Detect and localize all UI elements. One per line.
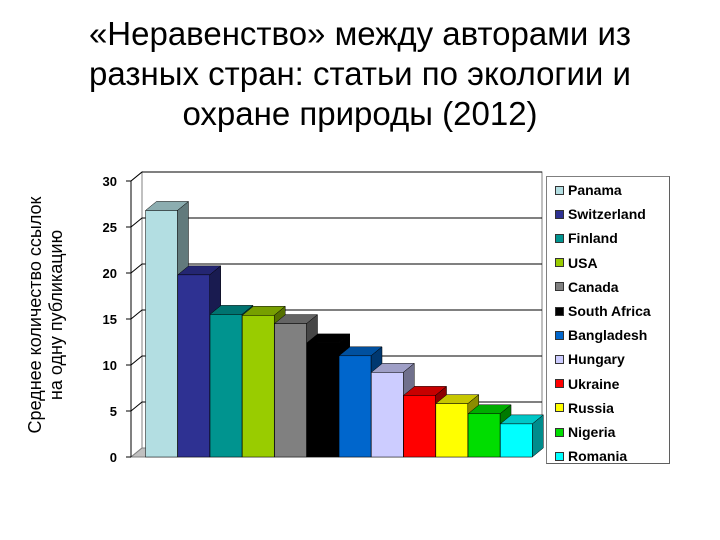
legend-label: USA <box>568 254 598 271</box>
legend-swatch <box>555 233 564 243</box>
legend-item: USA <box>555 253 598 273</box>
legend-item: Canada <box>555 277 619 297</box>
bar-front <box>177 274 210 458</box>
legend-item: Nigeria <box>555 422 615 442</box>
bar-front <box>242 315 275 458</box>
legend-swatch <box>555 209 564 219</box>
legend-label: Canada <box>568 278 619 295</box>
bar-front <box>403 395 436 458</box>
bar-front <box>145 210 178 458</box>
legend-item: Panama <box>555 180 622 200</box>
gridline <box>130 355 542 366</box>
legend-swatch <box>555 379 564 389</box>
legend-label: Nigeria <box>568 424 616 440</box>
legend-label: Hungary <box>568 351 625 368</box>
bar-front <box>500 423 533 458</box>
legend-label: South Africa <box>568 303 651 319</box>
legend-swatch <box>555 258 564 268</box>
legend-item: South Africa <box>555 301 651 321</box>
bar <box>499 414 544 458</box>
y-tick-label: 20 <box>103 266 117 281</box>
gridline <box>130 263 542 274</box>
y-tick-label: 25 <box>103 220 117 235</box>
y-tick-label: 5 <box>110 404 117 419</box>
legend-swatch <box>555 282 564 292</box>
legend-item: Bangladesh <box>555 325 647 345</box>
bar-front <box>371 372 404 458</box>
y-tick-label: 30 <box>103 174 117 189</box>
chart-title: «Неравенство» между авторами из разных с… <box>0 14 720 134</box>
legend-item: Russia <box>555 398 614 418</box>
legend-label: Finland <box>568 230 618 247</box>
gridline <box>130 309 542 320</box>
legend-swatch <box>555 403 564 413</box>
y-tick-label: 15 <box>103 312 117 327</box>
legend-label: Bangladesh <box>568 327 648 344</box>
chart-title-line: разных стран: статьи по экологии и <box>89 55 631 92</box>
legend-swatch <box>555 354 564 364</box>
legend-item: Hungary <box>555 349 625 369</box>
gridline <box>130 171 542 182</box>
legend-item: Romania <box>555 446 627 466</box>
legend-swatch <box>555 185 564 195</box>
legend-label: Panama <box>568 182 622 198</box>
gridline <box>130 217 542 228</box>
legend-item: Switzerland <box>555 204 646 224</box>
bar-front <box>209 314 243 458</box>
legend-swatch <box>555 306 564 316</box>
legend-label: Russia <box>568 399 614 416</box>
bar-front <box>274 323 307 458</box>
legend-label: Switzerland <box>568 206 646 223</box>
legend-swatch <box>555 330 564 340</box>
y-tick-label: 0 <box>110 450 117 465</box>
legend-label: Romania <box>568 448 628 465</box>
legend-item: Finland <box>555 228 618 248</box>
bar-front <box>306 342 339 458</box>
legend-item: Ukraine <box>555 374 619 394</box>
chart-legend: Panama Switzerland Finland USA Canada South A… <box>546 176 670 464</box>
bar-front <box>467 413 501 458</box>
bar-front <box>338 355 372 458</box>
bar-front <box>435 403 469 458</box>
chart-title-line: «Неравенство» между авторами из <box>88 15 632 52</box>
y-tick-label: 10 <box>103 358 117 373</box>
legend-swatch <box>555 427 564 437</box>
chart-title-line: охране природы (2012) <box>182 95 538 132</box>
legend-label: Ukraine <box>568 375 620 392</box>
legend-swatch <box>555 451 564 461</box>
